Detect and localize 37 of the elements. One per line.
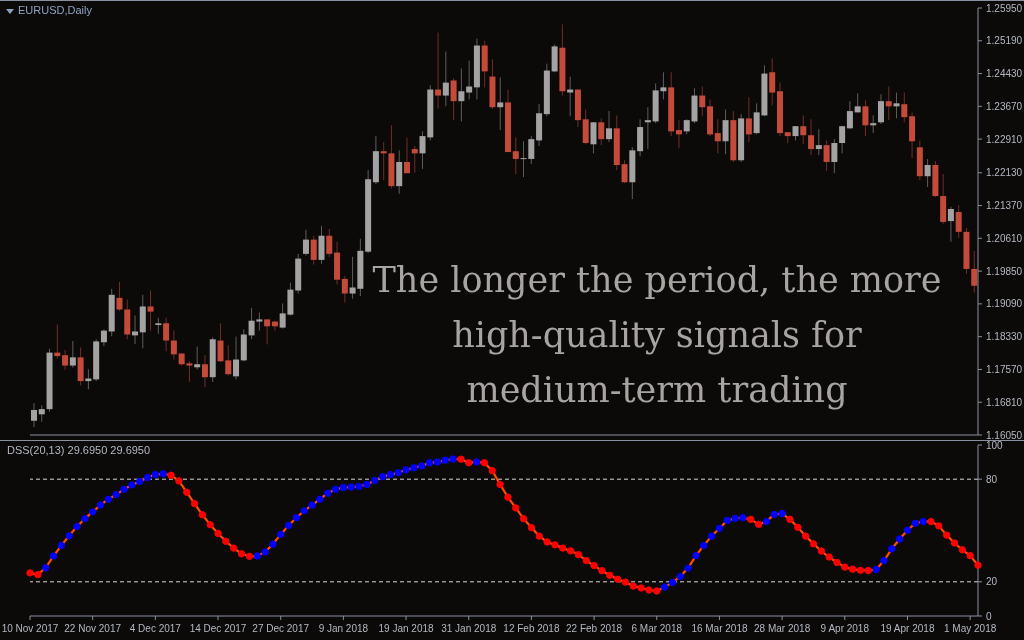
text: The longer the period, the more high-quality signals for medium-term trading — [372, 260, 942, 410]
x-tick-label: 1 May 2018 — [944, 623, 997, 634]
y-tick-label: 0 — [986, 610, 992, 622]
y-tick-label: 20 — [986, 576, 998, 588]
x-tick-label: 28 Mar 2018 — [754, 623, 811, 634]
x-tick-label: 22 Nov 2017 — [64, 623, 122, 634]
x-tick-label: 12 Feb 2018 — [503, 623, 560, 634]
y-tick-label: 1.24430 — [986, 68, 1023, 80]
x-tick-label: 27 Dec 2017 — [252, 623, 310, 634]
x-tick-label: 31 Jan 2018 — [441, 623, 497, 634]
y-tick-label: 1.25950 — [986, 2, 1023, 14]
x-tick-label: 19 Jan 2018 — [378, 623, 435, 634]
x-tick-label: 14 Dec 2017 — [189, 623, 247, 634]
y-tick-label: 1.19850 — [986, 265, 1023, 277]
y-tick-label: 1.23670 — [986, 100, 1023, 112]
x-tick-label: 4 Dec 2017 — [129, 623, 182, 634]
y-tick-label: 1.16810 — [986, 396, 1023, 408]
chart-title: DSS(20,13) 29.6950 29.6950 — [7, 444, 151, 456]
x-tick-label: 9 Jan 2018 — [318, 623, 369, 634]
y-tick-label: 100 — [986, 439, 1004, 451]
y-tick-label: 1.21370 — [986, 200, 1023, 212]
x-tick-label: 19 Apr 2018 — [880, 623, 935, 634]
y-tick-label: 1.16050 — [986, 429, 1023, 441]
y-tick-label: 1.22130 — [986, 167, 1023, 179]
y-tick-label: 1.19090 — [986, 298, 1023, 310]
y-tick-label: 1.22910 — [986, 133, 1023, 145]
y-tick-label: 1.25190 — [986, 35, 1023, 47]
x-tick-label: 16 Mar 2018 — [691, 623, 748, 634]
y-tick-label: 1.17570 — [986, 363, 1023, 375]
y-tick-label: 1.18330 — [986, 331, 1023, 343]
x-tick-label: 6 Mar 2018 — [631, 623, 683, 634]
y-tick-label: 80 — [986, 473, 998, 485]
x-tick-label: 10 Nov 2017 — [1, 623, 59, 634]
y-tick-label: 1.20610 — [986, 232, 1023, 244]
x-tick-label: 9 Apr 2018 — [820, 623, 870, 634]
chart-title: EURUSD,Daily — [18, 4, 92, 16]
x-tick-label: 22 Feb 2018 — [566, 623, 623, 634]
